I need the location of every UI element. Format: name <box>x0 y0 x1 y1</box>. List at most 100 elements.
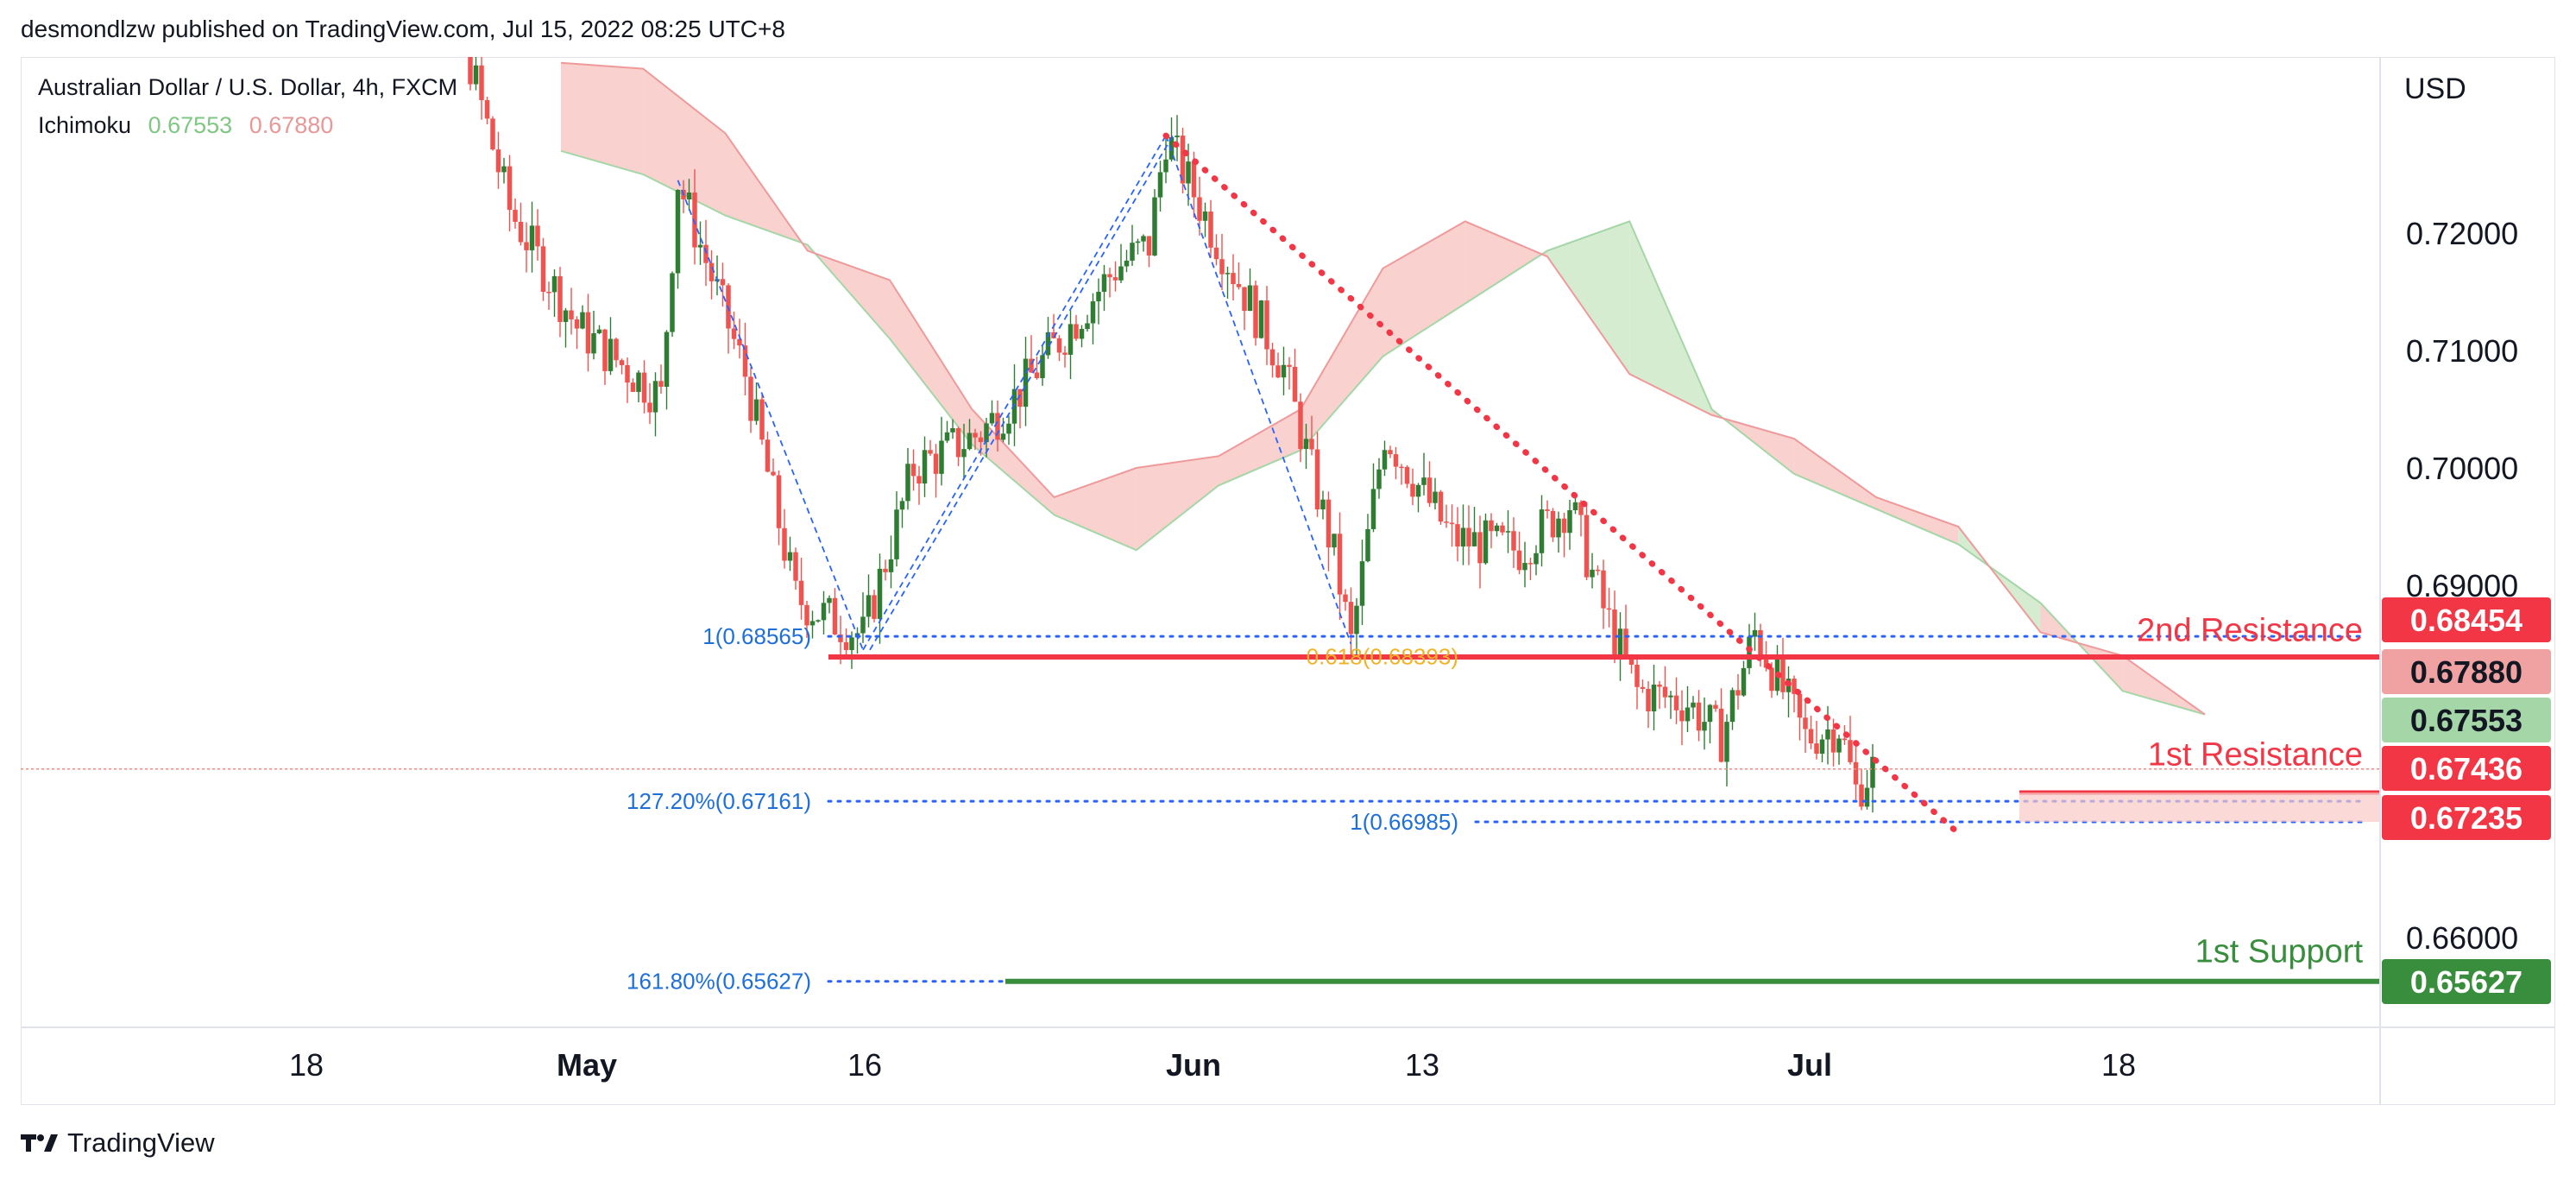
candle-body <box>445 8 450 28</box>
candle-body <box>1404 466 1410 484</box>
candle-body <box>1343 594 1348 603</box>
tradingview-logo[interactable]: TradingView <box>21 1127 215 1159</box>
candle-body <box>1332 534 1337 548</box>
candle-body <box>1702 722 1707 731</box>
bearish-trendline <box>1162 132 1960 836</box>
candle-body <box>1152 197 1157 256</box>
candle-body <box>1471 532 1477 546</box>
ichimoku-span-a <box>560 149 2206 716</box>
x-tick-label: 18 <box>289 1047 324 1083</box>
y-tick-label: 0.72000 <box>2406 216 2518 251</box>
candle-body <box>1112 277 1118 281</box>
candle-body <box>961 449 967 458</box>
candle-body <box>1584 515 1590 578</box>
candle-body <box>1729 690 1735 723</box>
ichimoku-cloud-segment <box>1054 468 1137 551</box>
candle-body <box>418 0 423 15</box>
candle-body <box>928 450 933 454</box>
candle-body <box>1606 608 1612 610</box>
candle-body <box>759 399 765 440</box>
candle-body <box>1545 509 1550 511</box>
candle-body <box>1489 520 1494 532</box>
candle-body <box>1830 729 1836 753</box>
price-tag: 0.68454 <box>2382 597 2551 642</box>
chart-frame[interactable] <box>21 57 2555 1105</box>
candle-body <box>1494 525 1500 532</box>
candle-body <box>1275 365 1281 378</box>
candle-body <box>899 501 905 510</box>
candle-body <box>1455 524 1460 547</box>
candle-body <box>664 332 670 388</box>
indicator-value-b: 0.67880 <box>249 112 334 138</box>
candle-body <box>1298 401 1303 450</box>
candle-body <box>1191 161 1197 198</box>
candle-body <box>1130 243 1135 261</box>
candle-body <box>1483 520 1489 564</box>
candle-body <box>1612 609 1617 656</box>
candle-body <box>1527 563 1534 565</box>
candle-body <box>1797 693 1803 718</box>
ichimoku-cloud-segment <box>1793 439 1876 509</box>
plot-area <box>21 0 2380 984</box>
ichimoku-cloud-segment <box>1301 268 1383 451</box>
price-tag-box <box>2382 698 2551 742</box>
candle-body <box>501 166 507 173</box>
candle-body <box>1651 685 1657 711</box>
candle-body <box>1421 477 1427 485</box>
symbol-title[interactable]: Australian Dollar / U.S. Dollar, 4h, FXC… <box>38 74 458 100</box>
ichimoku-cloud-segment <box>972 409 1055 515</box>
candle-body <box>1365 528 1370 562</box>
ichimoku-cloud-segment <box>1382 221 1465 357</box>
ichimoku-cloud-segment <box>1136 456 1219 551</box>
candle-body <box>1444 521 1449 523</box>
ichimoku-cloud-segment <box>1547 221 1630 375</box>
candle-body <box>1399 466 1404 469</box>
candle-body <box>1186 161 1191 184</box>
candle-body <box>1107 274 1112 278</box>
ichimoku-cloud-segment <box>1876 497 1959 545</box>
price-tag-box <box>2382 746 2551 791</box>
candle-body <box>1029 358 1034 373</box>
candle-body <box>675 189 681 274</box>
candle-body <box>1023 358 1029 407</box>
fib-leg-3 <box>1165 135 1352 645</box>
candle-body <box>1219 259 1225 275</box>
ichimoku-cloud-segment <box>1464 221 1547 304</box>
ichimoku-cloud-segment <box>1219 409 1301 486</box>
candle-body <box>473 65 479 85</box>
candle-body <box>1668 695 1673 698</box>
x-tick-label: 13 <box>1405 1047 1439 1083</box>
candle-body <box>440 28 445 30</box>
candle-body <box>630 382 636 392</box>
y-tick-label: 0.71000 <box>2406 333 2518 369</box>
candle-body <box>1168 136 1175 160</box>
candle-body <box>1017 388 1023 407</box>
candle-body <box>1561 518 1567 534</box>
candle-body <box>821 603 827 621</box>
candle-body <box>984 423 989 443</box>
candle-body <box>809 621 816 626</box>
price-tag-text: 0.67553 <box>2410 703 2522 738</box>
candle-body <box>1348 602 1354 635</box>
candle-body <box>1505 531 1511 533</box>
candle-body <box>1000 433 1006 440</box>
candle-body <box>1006 423 1011 434</box>
candle-body <box>1449 522 1455 525</box>
candle-body <box>1264 300 1269 350</box>
candle-body <box>787 552 793 561</box>
candle-body <box>1269 349 1275 366</box>
candle-body <box>916 476 922 484</box>
indicator-name: Ichimoku <box>38 112 132 138</box>
indicator-legend[interactable]: Ichimoku 0.67553 0.67880 <box>38 112 333 139</box>
candle-body <box>1713 704 1718 709</box>
candle-body <box>1068 324 1074 355</box>
candle-body <box>989 413 995 424</box>
candle-body <box>625 364 630 383</box>
candle-body <box>1303 439 1309 450</box>
candle-body <box>1859 784 1864 807</box>
candle-body <box>753 399 759 421</box>
candle-body <box>1096 292 1101 302</box>
candle-body <box>1287 364 1292 367</box>
candle-body <box>1550 510 1556 538</box>
